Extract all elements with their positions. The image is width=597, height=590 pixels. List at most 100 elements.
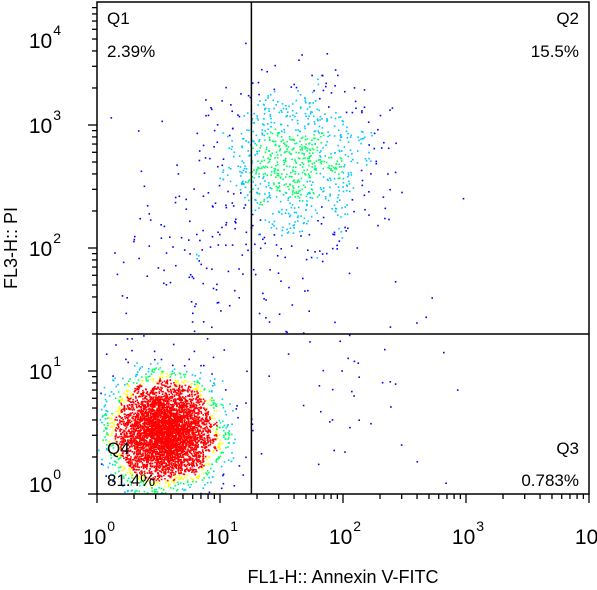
data-point bbox=[125, 426, 128, 428]
data-point bbox=[165, 252, 168, 254]
data-point bbox=[192, 312, 194, 315]
data-point bbox=[278, 313, 281, 315]
data-point bbox=[137, 130, 140, 132]
data-point bbox=[189, 486, 191, 488]
data-point bbox=[188, 411, 190, 414]
data-point bbox=[267, 182, 270, 184]
data-point bbox=[164, 468, 167, 470]
data-point bbox=[197, 414, 199, 416]
data-point bbox=[171, 452, 174, 455]
data-point bbox=[128, 458, 131, 460]
data-point bbox=[211, 326, 213, 329]
data-point bbox=[150, 478, 152, 480]
data-point bbox=[131, 349, 133, 352]
data-point bbox=[169, 472, 172, 474]
data-point bbox=[109, 443, 112, 446]
data-point bbox=[131, 426, 133, 428]
data-point bbox=[195, 403, 197, 406]
data-point bbox=[182, 390, 184, 393]
data-point bbox=[132, 407, 135, 409]
data-point bbox=[153, 371, 155, 373]
data-point bbox=[103, 405, 106, 408]
data-point bbox=[280, 140, 283, 143]
data-point bbox=[172, 452, 175, 454]
data-point bbox=[215, 461, 218, 463]
data-point bbox=[197, 477, 199, 480]
data-point bbox=[200, 452, 202, 454]
data-point bbox=[128, 442, 131, 444]
data-point bbox=[185, 443, 187, 445]
data-point bbox=[162, 372, 164, 375]
data-point bbox=[158, 458, 160, 460]
data-point bbox=[218, 419, 221, 422]
data-point bbox=[266, 174, 269, 176]
data-point bbox=[285, 209, 288, 211]
data-point bbox=[135, 421, 137, 423]
data-point bbox=[198, 460, 201, 463]
data-point bbox=[181, 385, 183, 388]
data-point bbox=[295, 211, 298, 214]
data-point bbox=[188, 464, 190, 466]
data-point bbox=[171, 454, 173, 457]
data-point bbox=[139, 384, 141, 387]
data-point bbox=[306, 180, 308, 183]
data-point bbox=[188, 395, 191, 397]
data-point bbox=[347, 155, 349, 158]
data-point bbox=[191, 459, 193, 461]
data-point bbox=[182, 473, 185, 475]
data-point bbox=[132, 464, 135, 467]
data-point bbox=[269, 139, 271, 142]
data-point bbox=[321, 132, 324, 134]
data-point bbox=[98, 449, 100, 452]
data-point bbox=[322, 134, 325, 137]
data-point bbox=[112, 414, 114, 416]
data-point bbox=[183, 458, 186, 460]
data-point bbox=[207, 420, 209, 423]
data-point bbox=[271, 132, 274, 135]
data-point bbox=[136, 385, 139, 388]
data-point bbox=[136, 473, 138, 476]
data-point bbox=[147, 461, 149, 464]
data-point bbox=[251, 140, 254, 142]
data-point bbox=[159, 465, 161, 467]
data-point bbox=[189, 443, 191, 446]
data-point bbox=[162, 390, 164, 393]
data-point bbox=[196, 258, 198, 260]
data-point bbox=[181, 411, 183, 413]
data-point bbox=[186, 479, 189, 481]
data-point bbox=[198, 467, 200, 469]
data-point bbox=[159, 455, 161, 458]
data-point bbox=[286, 331, 288, 334]
data-point bbox=[219, 177, 221, 180]
data-point bbox=[161, 387, 163, 389]
data-point bbox=[220, 310, 222, 312]
data-point bbox=[320, 150, 322, 152]
data-point bbox=[145, 448, 148, 450]
data-point bbox=[180, 460, 182, 462]
data-point bbox=[296, 181, 299, 184]
data-point bbox=[125, 393, 128, 396]
data-point bbox=[206, 470, 209, 472]
data-point bbox=[264, 193, 266, 195]
data-point bbox=[238, 268, 240, 270]
data-point bbox=[139, 447, 141, 449]
data-point bbox=[194, 429, 196, 431]
data-point bbox=[275, 185, 278, 188]
data-point bbox=[179, 411, 181, 413]
data-point bbox=[116, 441, 118, 443]
data-point bbox=[202, 450, 204, 453]
data-point bbox=[109, 422, 111, 424]
data-point bbox=[368, 214, 370, 216]
data-point bbox=[183, 421, 186, 423]
data-point bbox=[199, 377, 201, 380]
data-point bbox=[203, 437, 205, 439]
data-point bbox=[371, 134, 373, 137]
data-point bbox=[146, 456, 148, 459]
data-point bbox=[258, 192, 261, 195]
data-point bbox=[130, 432, 132, 435]
data-point bbox=[176, 381, 179, 383]
data-point bbox=[185, 429, 188, 432]
data-point bbox=[114, 461, 117, 463]
data-point bbox=[192, 426, 194, 428]
data-point bbox=[262, 238, 264, 241]
